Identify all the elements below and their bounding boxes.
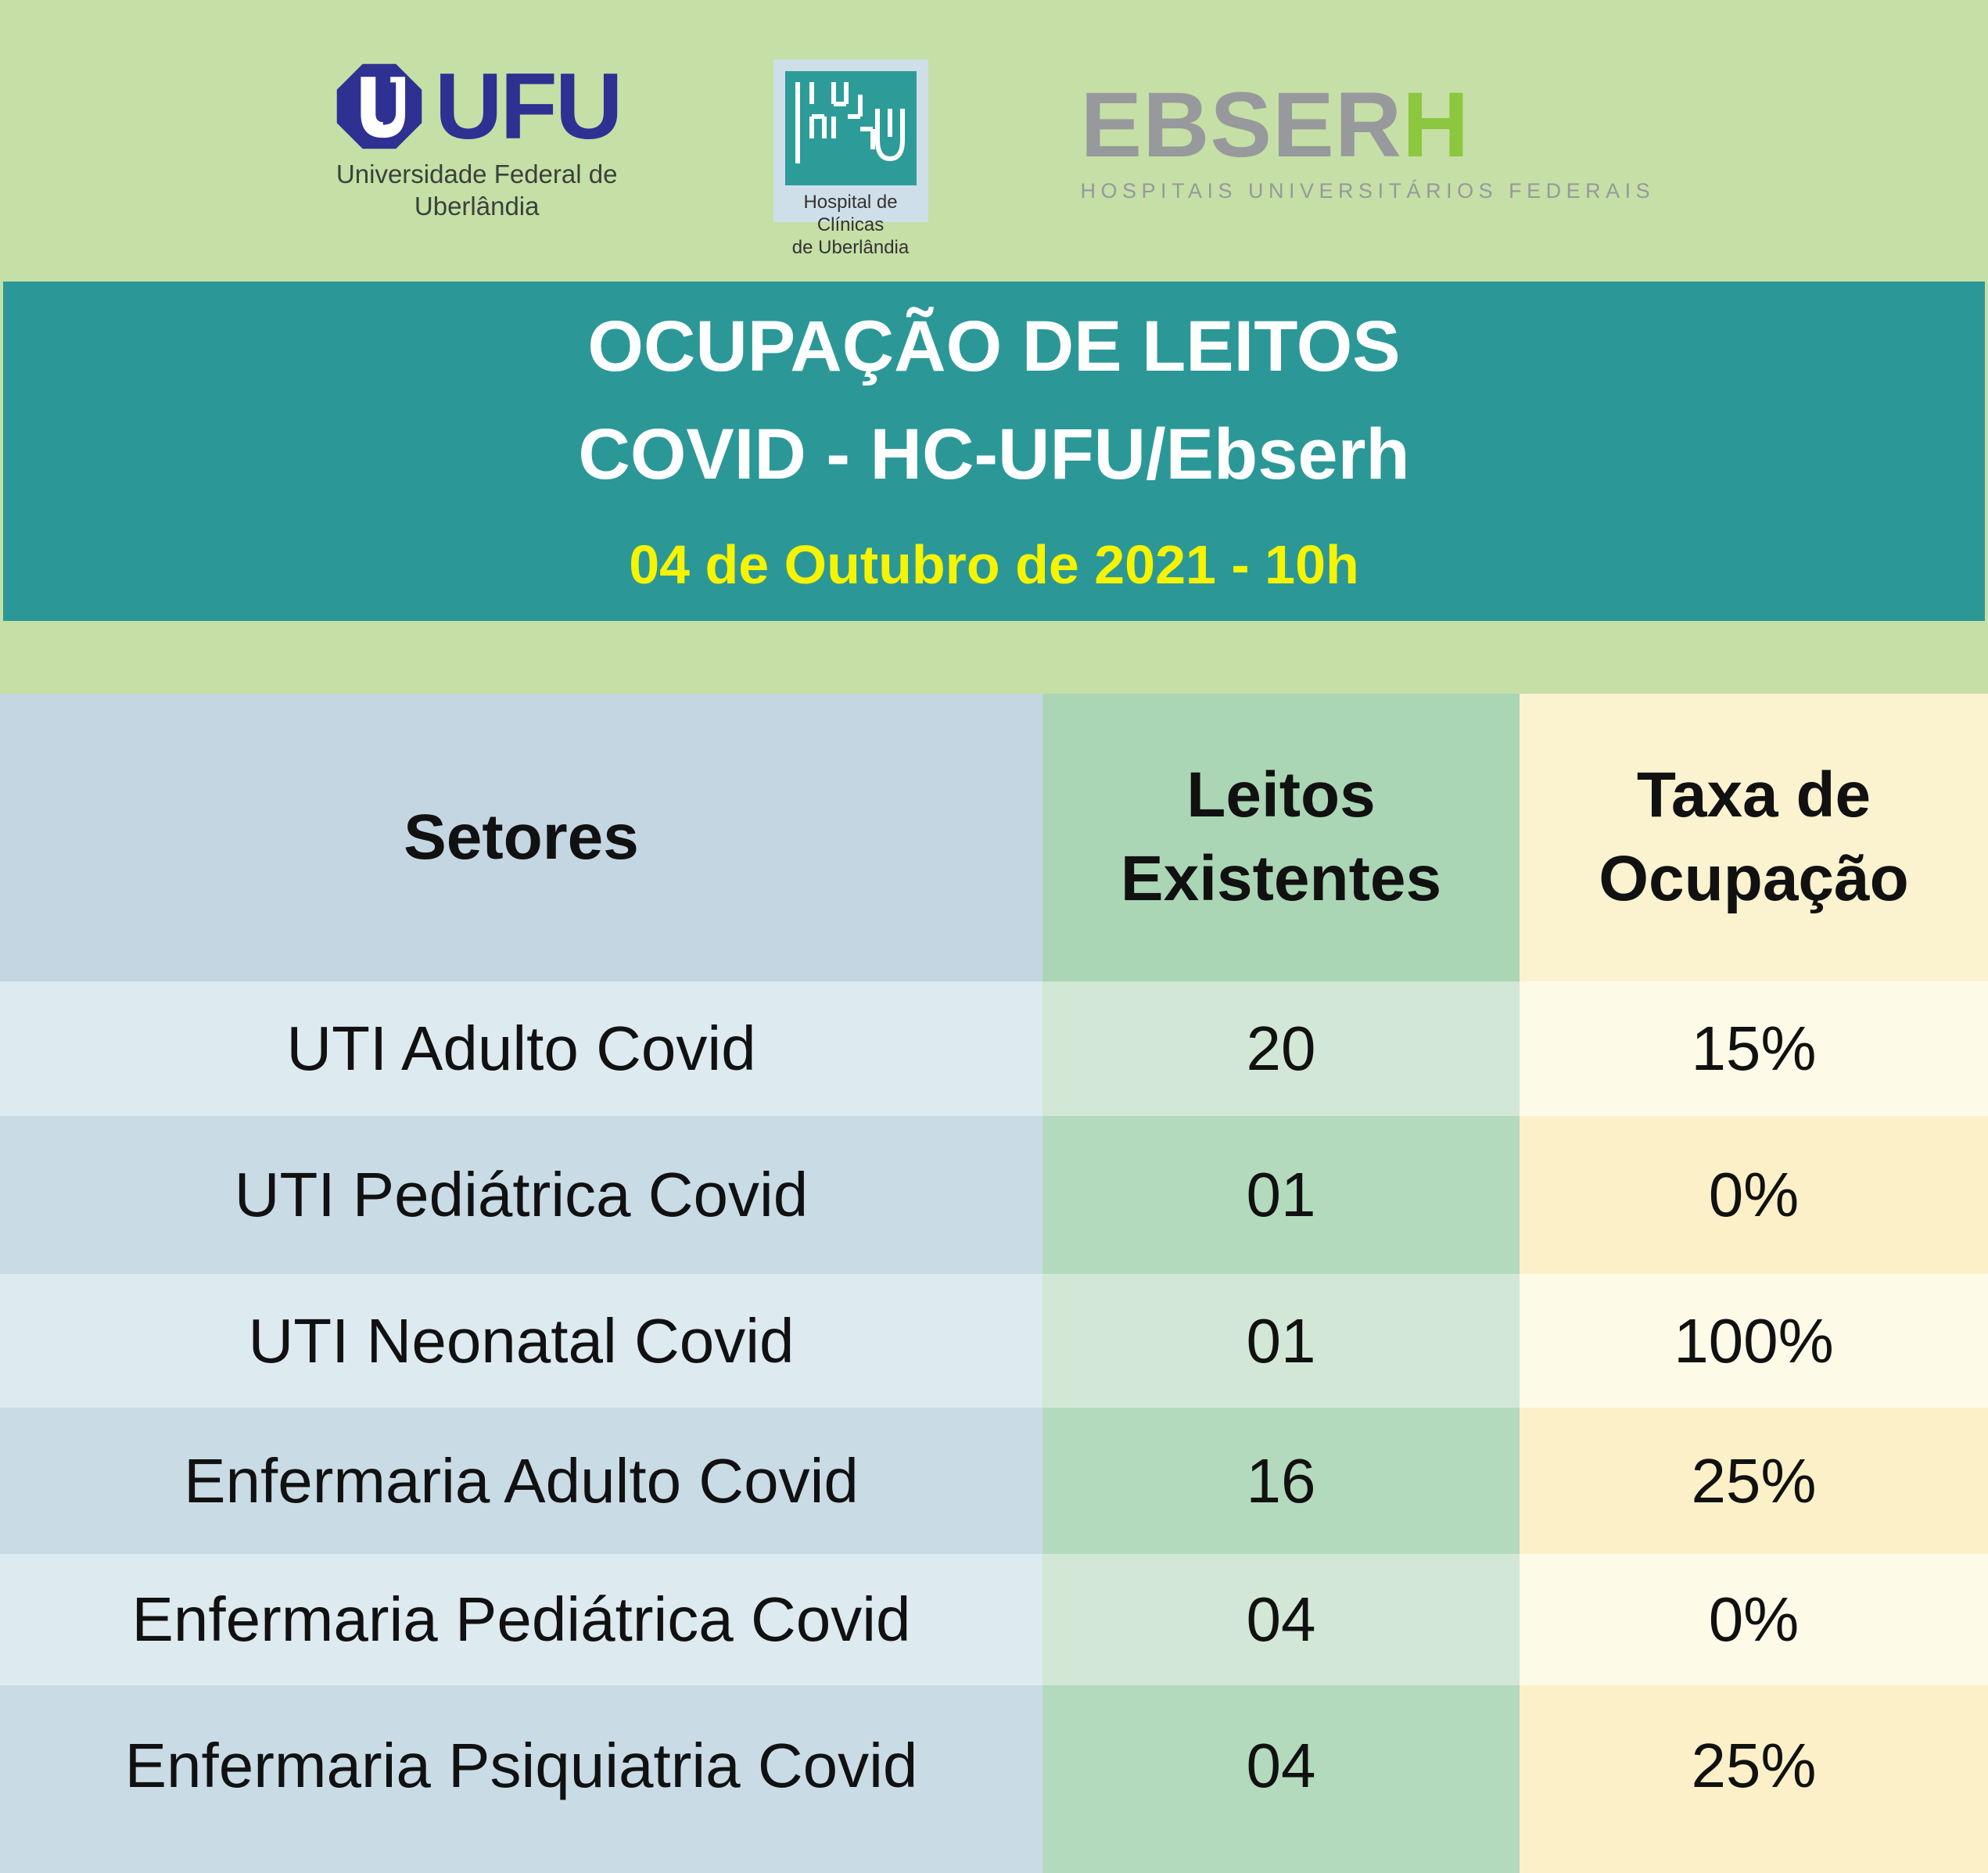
hc-caption: Hospital de Clínicas de Uberlândia xyxy=(773,192,928,259)
cell-leitos: 04 xyxy=(1042,1554,1520,1685)
cell-leitos: 01 xyxy=(1042,1274,1520,1408)
cell-taxa: 25% xyxy=(1520,1408,1988,1554)
ebserh-tagline: HOSPITAIS UNIVERSITÁRIOS FEDERAIS xyxy=(1080,178,1656,203)
table-row: Enfermaria Psiquiatria Covid 04 25% xyxy=(0,1685,1988,1873)
cell-leitos: 01 xyxy=(1042,1116,1520,1274)
logo-header: UFU Universidade Federal de Uberlândia H… xyxy=(0,0,1988,282)
ufu-wordmark: UFU xyxy=(333,53,623,159)
cell-leitos: 04 xyxy=(1042,1685,1520,1873)
hc-caption-line2: de Uberlândia xyxy=(791,236,910,258)
ebserh-wordmark-green: H xyxy=(1402,73,1470,177)
ufu-octagon-icon xyxy=(333,60,425,152)
banner-title-line2: COVID - HC-UFU/Ebserh xyxy=(578,414,1410,494)
cell-setor: UTI Pediátrica Covid xyxy=(0,1116,1042,1274)
cell-setor: Enfermaria Adulto Covid xyxy=(0,1408,1042,1554)
cell-taxa: 100% xyxy=(1520,1274,1988,1408)
title-banner: OCUPAÇÃO DE LEITOS COVID - HC-UFU/Ebserh… xyxy=(3,282,1985,621)
ufu-caption-line1: Universidade Federal de xyxy=(336,159,618,188)
cell-taxa: 25% xyxy=(1520,1685,1988,1873)
table-header-row: Setores Leitos Existentes Taxa de Ocupaç… xyxy=(0,694,1988,981)
cell-setor: UTI Adulto Covid xyxy=(0,981,1042,1116)
spacer-band xyxy=(0,621,1988,694)
cell-taxa: 15% xyxy=(1520,981,1988,1116)
column-header-taxa-ocupacao: Taxa de Ocupação xyxy=(1520,694,1988,981)
ufu-acronym-text: UFU xyxy=(434,53,623,159)
cell-leitos: 16 xyxy=(1042,1408,1520,1554)
hc-glyph-icon xyxy=(784,71,917,185)
ebserh-wordmark-gray: EBSER xyxy=(1080,73,1403,177)
occupancy-table: Setores Leitos Existentes Taxa de Ocupaç… xyxy=(0,694,1988,1873)
ebserh-logo: EBSERH HOSPITAIS UNIVERSITÁRIOS FEDERAIS xyxy=(1081,79,1656,203)
table-row: UTI Neonatal Covid 01 100% xyxy=(0,1274,1988,1408)
column-header-setores: Setores xyxy=(0,694,1042,981)
ufu-logo: UFU Universidade Federal de Uberlândia xyxy=(333,53,623,223)
hc-logo: Hospital de Clínicas de Uberlândia xyxy=(773,59,928,258)
table-row: Enfermaria Adulto Covid 16 25% xyxy=(0,1408,1988,1554)
hc-caption-line1: Hospital de Clínicas xyxy=(803,192,898,235)
table-row: Enfermaria Pediátrica Covid 04 0% xyxy=(0,1554,1988,1685)
cell-taxa: 0% xyxy=(1520,1116,1988,1274)
cell-leitos: 20 xyxy=(1042,981,1520,1116)
ufu-caption: Universidade Federal de Uberlândia xyxy=(336,158,618,223)
banner-date: 04 de Outubro de 2021 - 10h xyxy=(629,534,1359,595)
ebserh-wordmark: EBSERH xyxy=(1081,79,1470,171)
column-header-leitos-existentes: Leitos Existentes xyxy=(1042,694,1520,981)
table-row: UTI Adulto Covid 20 15% xyxy=(0,981,1988,1116)
banner-title-line1: OCUPAÇÃO DE LEITOS xyxy=(587,307,1401,386)
table-row: UTI Pediátrica Covid 01 0% xyxy=(0,1116,1988,1274)
cell-setor: Enfermaria Psiquiatria Covid xyxy=(0,1685,1042,1873)
ufu-caption-line2: Uberlândia xyxy=(414,192,540,221)
cell-taxa: 0% xyxy=(1520,1554,1988,1685)
cell-setor: Enfermaria Pediátrica Covid xyxy=(0,1554,1042,1685)
cell-setor: UTI Neonatal Covid xyxy=(0,1274,1042,1408)
